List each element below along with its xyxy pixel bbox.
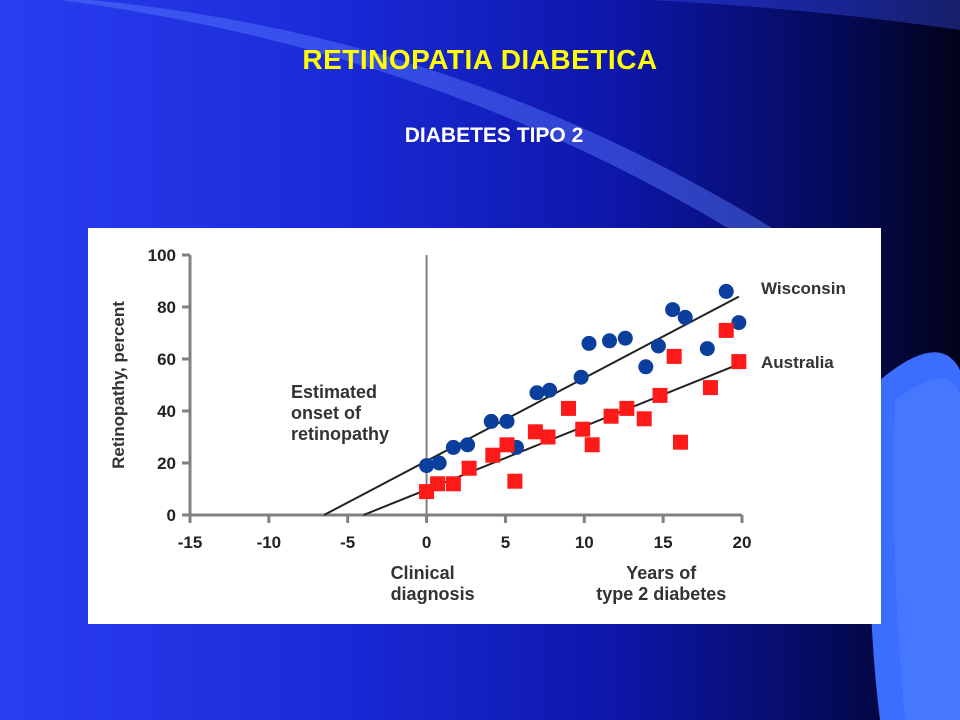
data-point-australia: [507, 473, 523, 489]
y-tick-label: 100: [148, 246, 176, 265]
data-point-australia: [702, 380, 718, 396]
x-tick-label: 15: [654, 533, 673, 552]
y-tick-label: 60: [157, 350, 176, 369]
data-point-wisconsin: [483, 413, 499, 429]
y-tick-label: 20: [157, 454, 176, 473]
data-point-wisconsin: [431, 455, 447, 471]
x-tick-label: -5: [340, 533, 355, 552]
y-tick-label: 40: [157, 402, 176, 421]
data-point-wisconsin: [573, 369, 589, 385]
data-point-australia: [666, 348, 682, 364]
data-point-australia: [461, 460, 477, 476]
data-point-wisconsin: [677, 309, 693, 325]
data-point-australia: [636, 411, 652, 427]
data-point-australia: [718, 322, 734, 338]
scatter-chart: 0 20 40 60 80 100 -15 -10 -5 0 5 10 15 20 Retinopathy,…: [109, 246, 846, 604]
data-point-australia: [540, 429, 556, 445]
y-tick-label: 0: [167, 506, 176, 525]
y-tick-label: 80: [157, 298, 176, 317]
x-tick-label: 0: [422, 533, 431, 552]
data-point-australia: [731, 354, 747, 370]
data-point-australia: [672, 434, 688, 450]
data-point-wisconsin: [650, 338, 666, 354]
x-tick-label: -10: [257, 533, 282, 552]
data-point-wisconsin: [460, 437, 476, 453]
x-tick-label: 10: [575, 533, 594, 552]
data-point-wisconsin: [542, 382, 558, 398]
x-tick-label: 5: [501, 533, 510, 552]
data-point-wisconsin: [529, 385, 545, 401]
years-label: type 2 diabetes: [596, 584, 726, 604]
data-point-wisconsin: [602, 333, 618, 349]
data-point-wisconsin: [699, 341, 715, 357]
data-point-australia: [527, 424, 543, 440]
data-point-australia: [499, 437, 515, 453]
data-point-wisconsin: [731, 315, 747, 331]
x-tick-label: -15: [178, 533, 203, 552]
data-point-australia: [575, 421, 591, 437]
data-point-wisconsin: [638, 359, 654, 375]
data-point-wisconsin: [499, 413, 515, 429]
years-label: Years of: [626, 563, 697, 583]
data-point-australia: [603, 408, 619, 424]
slide-title: RETINOPATIA DIABETICA: [302, 44, 658, 75]
data-point-australia: [619, 400, 635, 416]
x-tick-label: 20: [733, 533, 752, 552]
data-point-wisconsin: [419, 458, 435, 474]
data-point-australia: [445, 476, 461, 492]
clinical-diagnosis-label: diagnosis: [391, 584, 475, 604]
clinical-diagnosis-label: Clinical: [391, 563, 455, 583]
onset-annotation-line: Estimated: [291, 382, 377, 402]
y-axis-title: Retinopathy, percent: [109, 301, 128, 469]
data-point-australia: [584, 437, 600, 453]
data-point-wisconsin: [665, 302, 681, 318]
series-label-australia: Australia: [761, 353, 834, 372]
data-point-australia: [430, 476, 446, 492]
onset-annotation-line: onset of: [291, 403, 362, 423]
data-point-wisconsin: [718, 283, 734, 299]
data-point-australia: [652, 387, 668, 403]
trend-line-wisconsin: [323, 295, 740, 516]
data-point-wisconsin: [445, 439, 461, 455]
series-label-wisconsin: Wisconsin: [761, 279, 846, 298]
data-point-australia: [561, 400, 577, 416]
chart-panel: 0 20 40 60 80 100 -15 -10 -5 0 5 10 15 20 Retinopathy,…: [88, 228, 881, 624]
data-point-wisconsin: [581, 335, 597, 351]
data-point-australia: [485, 447, 501, 463]
onset-annotation-line: retinopathy: [291, 424, 389, 444]
slide-subtitle: DIABETES TIPO 2: [404, 124, 584, 147]
data-point-wisconsin: [617, 330, 633, 346]
